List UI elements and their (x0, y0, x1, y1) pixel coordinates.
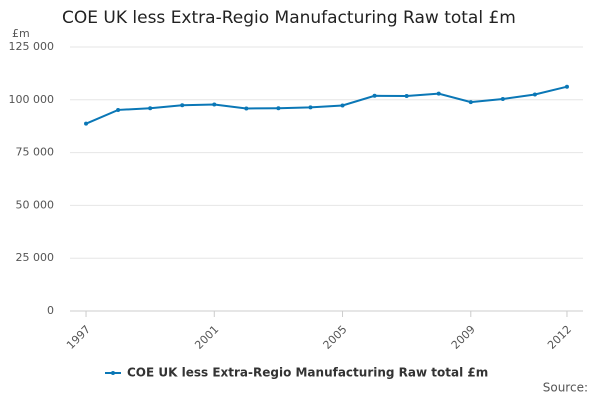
point (84, 121, 89, 126)
legend-symbol-point (111, 371, 115, 375)
y-tick-label: 75 000 (16, 146, 55, 159)
point (340, 103, 345, 108)
y-tick-label: 125 000 (9, 40, 55, 53)
point (212, 102, 217, 107)
y-unit: £m (12, 27, 30, 40)
point (180, 103, 185, 108)
point (468, 100, 473, 105)
point (308, 105, 313, 110)
point (276, 106, 281, 111)
point (500, 96, 505, 101)
chart-title: COE UK less Extra-Regio Manufacturing Ra… (62, 8, 516, 28)
source: Source: (543, 381, 588, 395)
point (532, 92, 537, 97)
point (244, 106, 249, 111)
x-tick-label: 2012 (545, 323, 574, 352)
y-tick-label: 50 000 (16, 198, 55, 211)
x-tick-label: 2005 (321, 323, 350, 352)
series-line (85, 85, 568, 125)
y-tick-label: 25 000 (16, 251, 55, 264)
x-tick-label: 2009 (449, 323, 478, 352)
point (148, 106, 153, 111)
point (436, 91, 441, 96)
point (404, 93, 409, 98)
point (564, 84, 569, 89)
y-tick-label: 100 000 (9, 93, 55, 106)
x-tick-label: 1997 (64, 323, 93, 352)
legend-label: COE UK less Extra-Regio Manufacturing Ra… (127, 366, 488, 380)
point (116, 107, 121, 112)
x-tick-label: 2001 (192, 323, 221, 352)
y-tick-label: 0 (47, 304, 54, 317)
point (372, 93, 377, 98)
